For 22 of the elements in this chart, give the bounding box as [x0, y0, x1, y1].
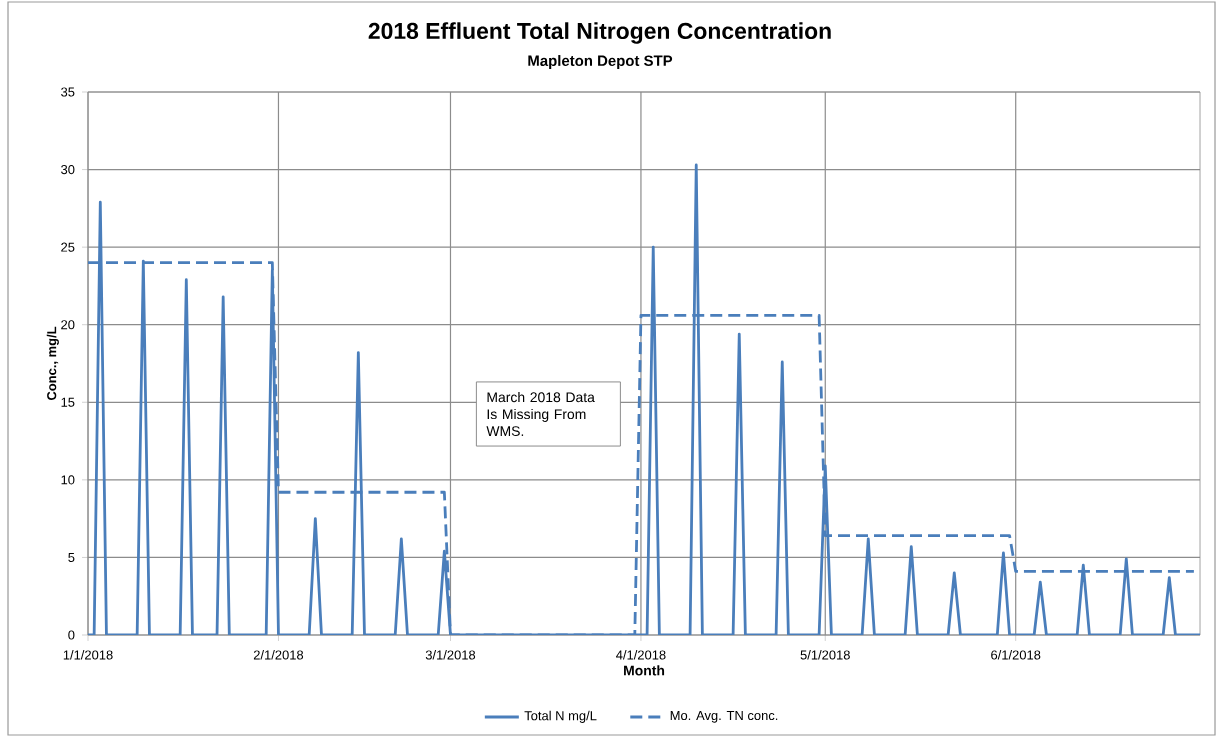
y-tick-label: 10	[61, 475, 75, 485]
line-series	[88, 163, 1201, 635]
chart-title: 2018 Effluent Total Nitrogen Concentration	[368, 22, 831, 44]
y-tick-label: 15	[61, 397, 75, 407]
y-tick-label: 25	[61, 242, 75, 252]
x-tick-label: 3/1/2018	[425, 650, 476, 660]
y-tick-label: 35	[61, 87, 75, 97]
legend-label: Mo. Avg. TN conc.	[670, 711, 778, 723]
x-tick-label: 1/1/2018	[63, 650, 113, 660]
chart-subtitle: Mapleton Depot STP	[528, 55, 673, 69]
legend-label: Total N mg/L	[524, 710, 597, 723]
x-tick-label: 5/1/2018	[800, 650, 850, 660]
y-tick-label: 30	[61, 165, 75, 175]
x-tick-label: 6/1/2018	[991, 650, 1041, 660]
y-tick-label: 5	[68, 552, 75, 562]
y-tick-label: 0	[68, 630, 75, 640]
x-axis-title: Month	[624, 665, 665, 676]
y-tick-label: 20	[61, 320, 75, 330]
y-axis-title: Conc., mg/L	[46, 326, 59, 401]
annotation: March 2018 Data Is Missing From WMS.	[486, 391, 595, 437]
x-tick-label: 2/1/2018	[253, 650, 304, 660]
x-tick-label: 4/1/2018	[616, 650, 666, 660]
